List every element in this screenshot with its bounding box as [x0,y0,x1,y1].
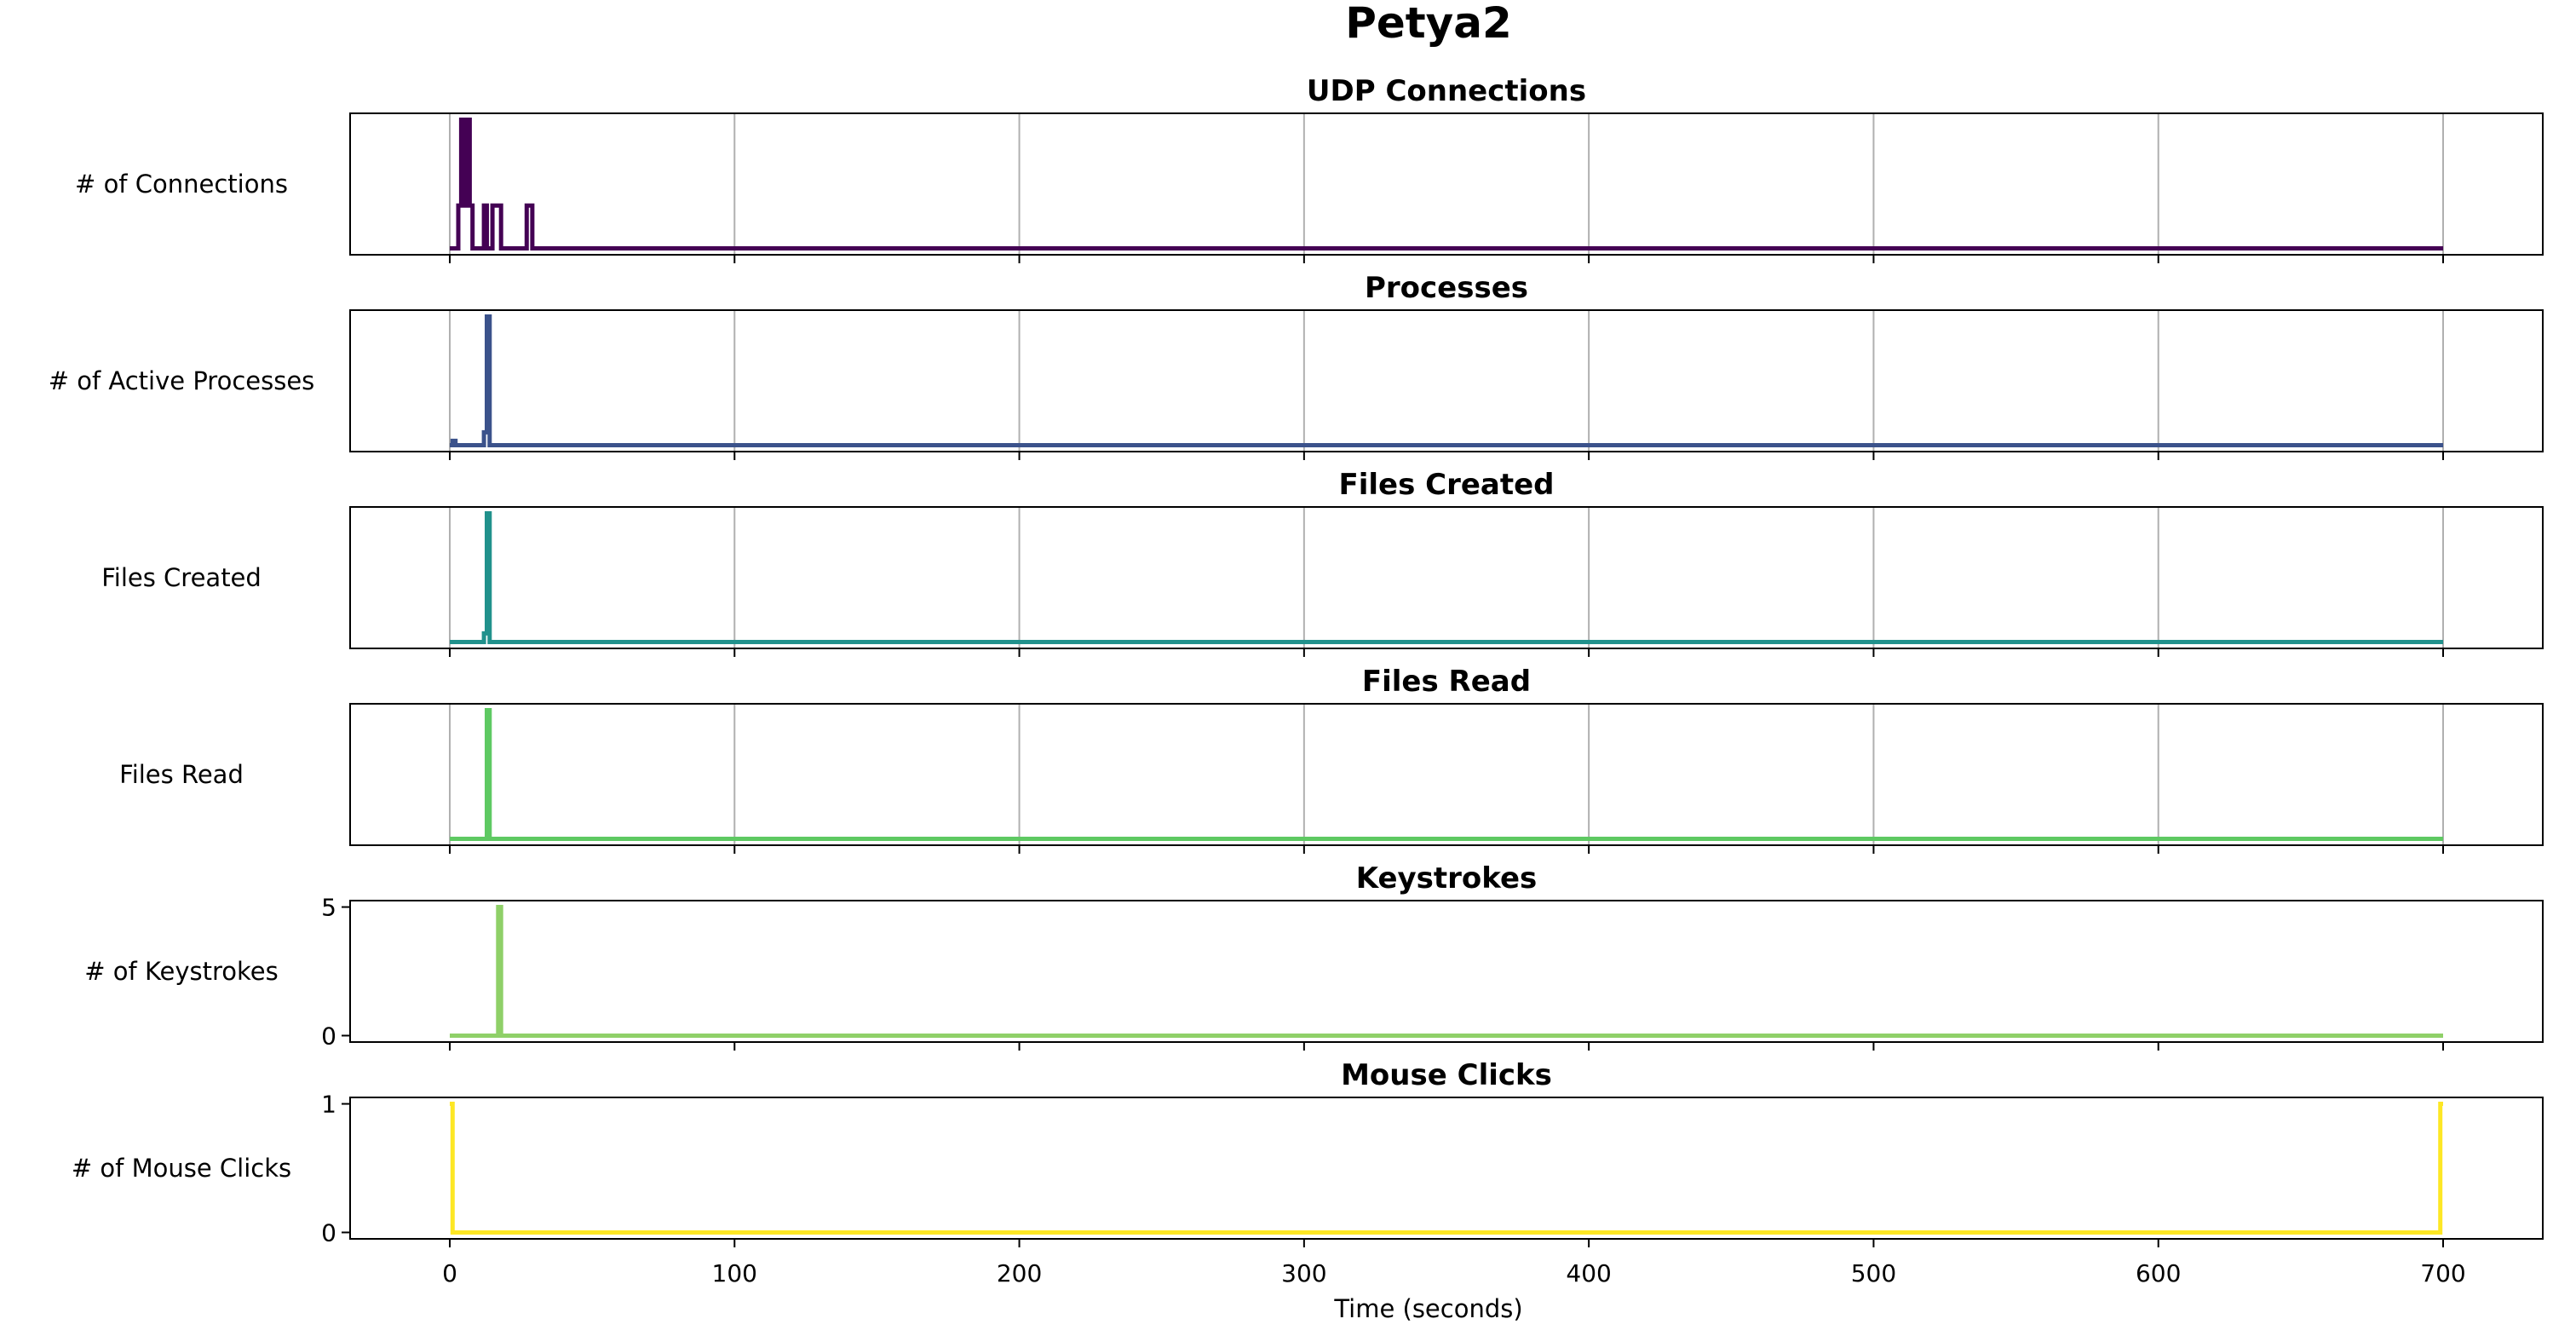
y-tick-label: 1 [321,1091,336,1119]
y-tick-label: 0 [321,1218,336,1247]
panel-processes: Processes # of Active Processes [49,271,2544,460]
data-series-line [450,905,2443,1038]
axes-frame [349,506,2544,649]
x-tick-label: 700 [2420,1259,2465,1287]
axes-frame [349,703,2544,846]
panel-title: Processes [1365,271,1528,305]
x-tick-label: 100 [712,1259,757,1287]
x-tick-label: 0 [442,1259,457,1287]
axes-frame [349,1097,2544,1240]
panel-files-read: Files Read Files Read [119,665,2544,854]
y-axis-label: Files Read [119,760,244,789]
panel-title: UDP Connections [1307,74,1586,108]
y-axis-label: # of Keystrokes [84,957,278,986]
y-axis-label: # of Connections [75,170,288,199]
chart-panels: UDP Connections # of Connections Processes… [49,74,2544,1247]
axes-frame [349,309,2544,452]
panel-title: Files Read [1362,665,1531,699]
y-tick-label: 5 [321,894,336,922]
data-series-line [450,708,2443,841]
panel-udp-connections: UDP Connections # of Connections [75,74,2544,263]
panel-mouse-clicks: Mouse Clicks # of Mouse Clicks 0 1 [72,1058,2544,1247]
data-series-line [450,118,2443,250]
y-tick-label: 0 [321,1022,336,1050]
x-tick-label: 600 [2136,1259,2181,1287]
y-axis-label: # of Mouse Clicks [72,1154,291,1183]
y-axis-label: Files Created [101,563,262,592]
data-series-line [450,1102,2443,1235]
data-series-line [450,511,2443,644]
panel-title: Keystrokes [1356,861,1538,895]
panel-title: Mouse Clicks [1341,1058,1552,1092]
axes-frame [349,900,2544,1043]
x-tick-label: 500 [1851,1259,1896,1287]
y-axis-label: # of Active Processes [49,366,315,395]
panel-files-created: Files Created Files Created [101,468,2544,657]
data-series-line [450,314,2443,447]
panel-keystrokes: Keystrokes # of Keystrokes 0 5 [84,861,2544,1051]
axes-frame [349,112,2544,256]
x-axis-label: Time (seconds) [1333,1294,1522,1323]
panel-title: Files Created [1338,468,1554,502]
shared-x-axis: 0 100 200 300 400 500 600 700 [442,1259,2466,1287]
x-tick-label: 200 [997,1259,1042,1287]
x-tick-label: 300 [1281,1259,1326,1287]
figure-title: Petya2 [1345,0,1512,48]
x-tick-label: 400 [1566,1259,1611,1287]
